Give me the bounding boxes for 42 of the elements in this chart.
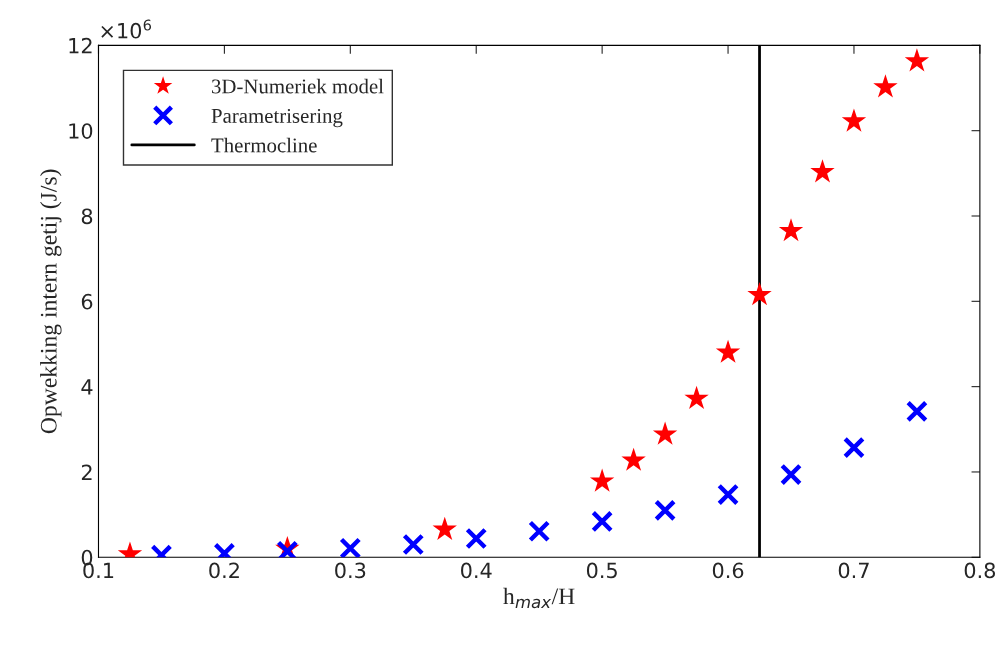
- x-tick-label: 0.2: [209, 562, 239, 579]
- x-tick-label: 0.5: [586, 562, 617, 579]
- point: [904, 48, 930, 72]
- point: [339, 537, 362, 558]
- point: [589, 468, 615, 492]
- y-axis-title: Opwekking intern getij (J/s): [40, 169, 62, 434]
- y-tick-label: 2: [81, 464, 92, 480]
- y-tick-label: 10: [69, 123, 93, 139]
- x-tick-label: 0.6: [712, 562, 744, 579]
- x-axis-title: h$_{max}$/H: [503, 587, 575, 609]
- point: [652, 421, 678, 445]
- point: [778, 218, 804, 242]
- x-tick-label: 0.4: [461, 562, 492, 579]
- text: ×10$^{6}$: [101, 19, 152, 39]
- x-tick-label: 0.8: [964, 562, 996, 579]
- point: [780, 463, 803, 486]
- point: [841, 108, 867, 132]
- legend-label: Parametrisering: [211, 108, 343, 128]
- point: [715, 339, 741, 363]
- point: [528, 520, 551, 543]
- x-tick-label: 0.3: [335, 562, 366, 579]
- legend-label: Thermocline: [211, 137, 317, 153]
- point: [717, 483, 740, 506]
- point: [621, 447, 646, 471]
- y-tick-label: 12: [69, 37, 92, 54]
- y-tick-label: 8: [81, 208, 93, 225]
- point: [402, 533, 425, 556]
- point: [654, 499, 677, 522]
- y-tick-label: 6: [81, 293, 93, 310]
- point: [432, 516, 457, 540]
- point: [591, 510, 614, 533]
- y-tick-label: 4: [81, 379, 93, 395]
- legend-label: 3D-Numeriek model: [211, 78, 384, 94]
- point: [842, 436, 865, 459]
- point: [905, 400, 928, 423]
- point: [276, 540, 299, 558]
- point: [810, 159, 835, 183]
- point: [747, 282, 772, 306]
- point: [684, 385, 709, 409]
- point: [873, 74, 898, 98]
- point: [465, 527, 488, 550]
- x-tick-label: 0.7: [838, 562, 869, 579]
